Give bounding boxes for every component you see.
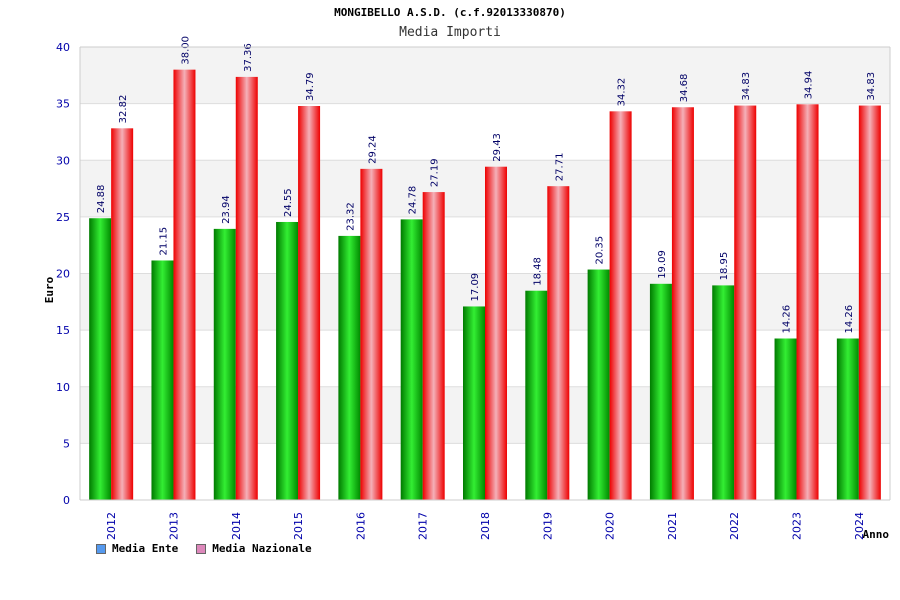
legend-label-media-nazionale: Media Nazionale [212, 542, 312, 555]
bar-media-nazionale-2017 [422, 192, 445, 501]
x-tick-label: 2020 [604, 512, 617, 540]
x-tick-label: 2019 [541, 512, 554, 540]
data-label: 29.24 [367, 135, 378, 164]
data-label: 34.83 [866, 72, 877, 101]
y-tick-label: 0 [63, 494, 70, 507]
y-tick-label: 40 [56, 41, 70, 54]
bar-media-nazionale-2019 [547, 186, 570, 500]
bar-media-nazionale-2015 [298, 106, 321, 501]
data-label: 24.88 [96, 185, 107, 214]
x-tick-label: 2017 [417, 512, 430, 540]
y-tick-label: 15 [56, 324, 70, 337]
legend-swatch-media-nazionale [196, 543, 207, 554]
bar-media-ente-2020 [587, 269, 610, 500]
grid-band [80, 103, 890, 161]
bar-media-nazionale-2022 [734, 105, 757, 501]
bar-media-nazionale-2014 [235, 76, 258, 500]
x-tick-label: 2013 [167, 512, 180, 540]
bar-media-nazionale-2012 [111, 128, 134, 500]
data-label: 14.26 [844, 305, 855, 334]
data-label: 14.26 [782, 305, 793, 334]
bar-media-ente-2018 [463, 306, 485, 500]
bar-media-ente-2023 [774, 338, 797, 500]
x-tick-label: 2023 [791, 512, 804, 540]
legend-item-media-ente: Media Ente [96, 542, 178, 555]
chart-subtitle: Media Importi [399, 25, 501, 40]
y-tick-label: 30 [56, 154, 70, 167]
data-label: 18.95 [719, 252, 730, 281]
data-label: 34.32 [617, 78, 628, 107]
x-tick-label: 2012 [105, 512, 118, 540]
data-label: 32.82 [118, 95, 129, 124]
legend-swatch-media-ente [96, 543, 106, 554]
data-label: 37.36 [243, 43, 254, 72]
bar-media-ente-2019 [525, 290, 548, 500]
y-axis-title: Euro [43, 276, 56, 303]
legend-label-media-ente: Media Ente [112, 542, 179, 555]
grid-band [80, 47, 890, 104]
bar-media-nazionale-2021 [671, 107, 694, 501]
data-label: 21.15 [158, 227, 169, 256]
bar-media-nazionale-2020 [609, 111, 632, 501]
x-tick-label: 2021 [666, 512, 679, 540]
bar-media-ente-2015 [276, 221, 299, 500]
x-tick-label: 2024 [853, 512, 866, 540]
chart-title: MONGIBELLO A.S.D. (c.f.92013330870) [334, 6, 566, 19]
bar-media-ente-2017 [400, 219, 423, 500]
bar-media-nazionale-2024 [858, 105, 881, 501]
data-label: 34.94 [804, 71, 815, 100]
y-tick-label: 5 [63, 437, 70, 450]
x-tick-label: 2018 [479, 512, 492, 540]
bar-media-ente-2024 [836, 338, 859, 500]
legend-item-media-nazionale: Media Nazionale [196, 542, 312, 555]
bar-media-ente-2013 [151, 260, 174, 500]
data-label: 27.19 [430, 158, 441, 187]
x-axis-title: Anno [863, 528, 890, 541]
data-label: 20.35 [595, 236, 606, 265]
data-label: 34.83 [741, 72, 752, 101]
bar-media-ente-2022 [712, 285, 735, 500]
data-label: 24.55 [283, 188, 294, 217]
bar-media-nazionale-2018 [485, 166, 507, 500]
bar-media-nazionale-2016 [360, 168, 383, 500]
x-tick-label: 2014 [230, 512, 243, 540]
data-label: 24.78 [408, 186, 419, 215]
x-tick-label: 2016 [354, 512, 367, 540]
data-label: 19.09 [657, 250, 668, 279]
bar-media-ente-2016 [338, 235, 361, 500]
y-tick-label: 20 [56, 268, 70, 281]
x-tick-label: 2022 [728, 512, 741, 540]
data-label: 17.09 [470, 273, 481, 302]
data-label: 29.43 [492, 133, 503, 162]
data-label: 38.00 [180, 36, 191, 65]
data-label: 23.94 [221, 195, 232, 224]
bar-media-ente-2012 [89, 218, 112, 500]
y-tick-label: 35 [56, 98, 70, 111]
data-label: 34.68 [679, 74, 690, 103]
data-label: 23.32 [345, 202, 356, 231]
legend: Media Ente Media Nazionale [96, 542, 312, 555]
y-tick-label: 25 [56, 211, 70, 224]
bar-media-nazionale-2013 [173, 69, 196, 501]
data-label: 18.48 [532, 257, 543, 286]
bar-media-nazionale-2023 [796, 104, 819, 500]
y-tick-label: 10 [56, 381, 70, 394]
bar-media-ente-2014 [213, 228, 236, 500]
bar-media-ente-2021 [649, 283, 672, 500]
data-label: 27.71 [554, 153, 565, 182]
data-label: 34.79 [305, 72, 316, 101]
x-tick-label: 2015 [292, 512, 305, 540]
